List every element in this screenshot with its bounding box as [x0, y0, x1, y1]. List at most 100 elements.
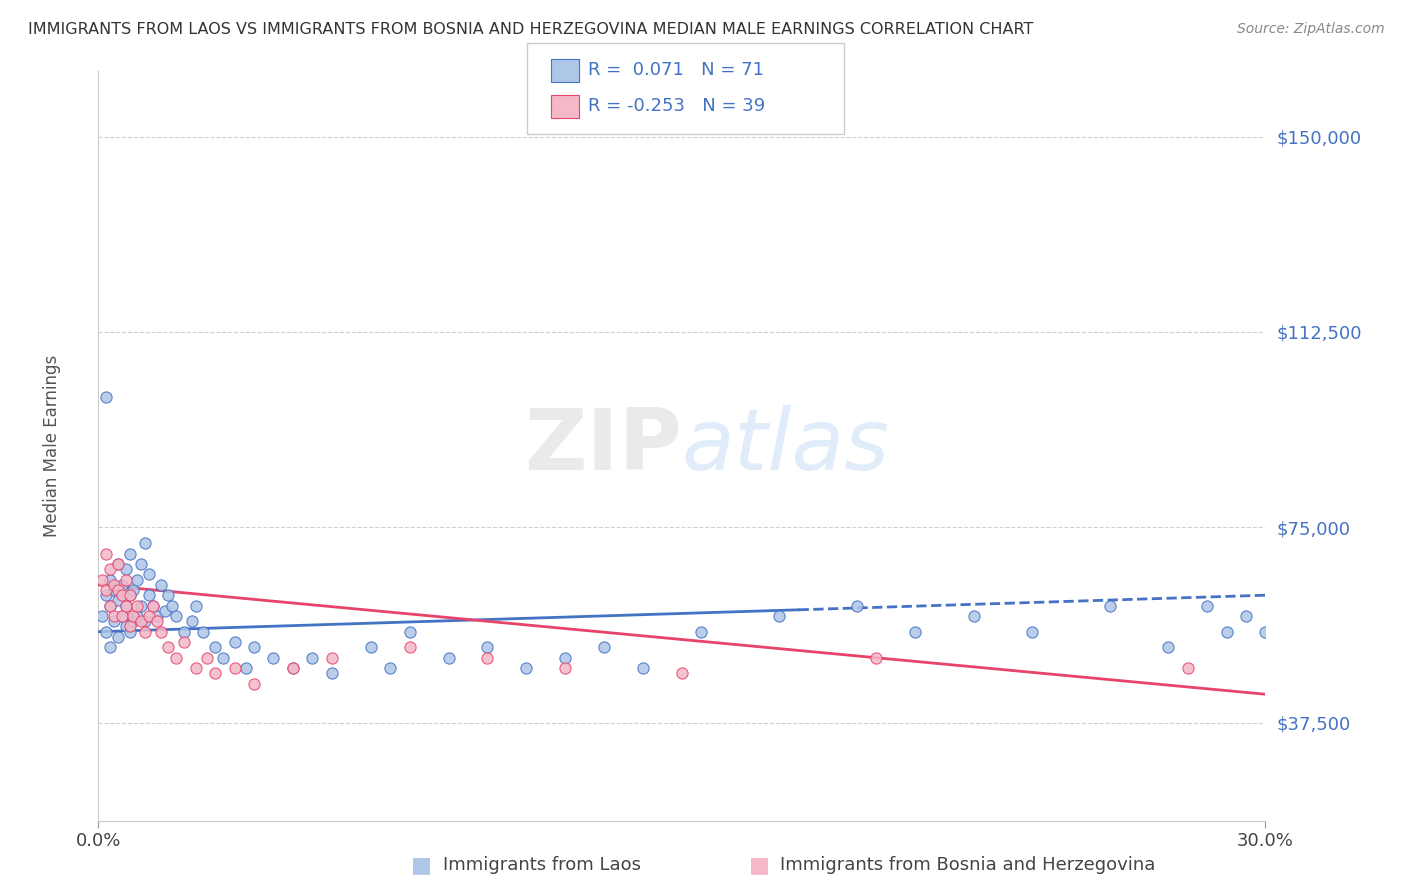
- Point: [281, 661, 304, 675]
- Point: [103, 578, 125, 592]
- Point: [671, 666, 693, 681]
- Point: [1157, 640, 1180, 655]
- Point: [118, 547, 141, 561]
- Point: [129, 557, 152, 571]
- Point: [184, 661, 207, 675]
- Point: [865, 650, 887, 665]
- Point: [129, 614, 152, 628]
- Point: [98, 573, 121, 587]
- Point: [111, 588, 134, 602]
- Point: [962, 609, 984, 624]
- Text: IMMIGRANTS FROM LAOS VS IMMIGRANTS FROM BOSNIA AND HERZEGOVINA MEDIAN MALE EARNI: IMMIGRANTS FROM LAOS VS IMMIGRANTS FROM …: [28, 22, 1033, 37]
- Point: [111, 609, 134, 624]
- Point: [184, 599, 207, 613]
- Text: Immigrants from Laos: Immigrants from Laos: [443, 856, 641, 874]
- Text: Source: ZipAtlas.com: Source: ZipAtlas.com: [1237, 22, 1385, 37]
- Point: [114, 599, 136, 613]
- Point: [127, 573, 149, 587]
- Point: [91, 573, 114, 587]
- Point: [146, 609, 169, 624]
- Point: [195, 650, 218, 665]
- Point: [122, 582, 145, 597]
- Point: [515, 661, 537, 675]
- Text: R = -0.253   N = 39: R = -0.253 N = 39: [588, 97, 765, 115]
- Point: [157, 640, 180, 655]
- Point: [134, 624, 156, 639]
- Point: [554, 650, 576, 665]
- Point: [146, 614, 169, 628]
- Point: [631, 661, 654, 675]
- Point: [398, 640, 420, 655]
- Point: [173, 624, 195, 639]
- Point: [96, 390, 118, 404]
- Point: [162, 599, 184, 613]
- Point: [111, 578, 134, 592]
- Point: [554, 661, 576, 675]
- Point: [165, 609, 187, 624]
- Point: [243, 677, 266, 691]
- Point: [477, 650, 499, 665]
- Point: [98, 599, 121, 613]
- Point: [91, 609, 114, 624]
- Point: [142, 599, 165, 613]
- Point: [111, 609, 134, 624]
- Point: [157, 588, 180, 602]
- Point: [165, 650, 187, 665]
- Point: [118, 619, 141, 633]
- Point: [114, 599, 136, 613]
- Point: [690, 624, 713, 639]
- Point: [180, 614, 202, 628]
- Point: [98, 640, 121, 655]
- Point: [107, 557, 129, 571]
- Point: [224, 635, 246, 649]
- Point: [1234, 609, 1257, 624]
- Point: [96, 588, 118, 602]
- Point: [149, 624, 172, 639]
- Point: [1177, 661, 1199, 675]
- Point: [103, 609, 125, 624]
- Text: Immigrants from Bosnia and Herzegovina: Immigrants from Bosnia and Herzegovina: [780, 856, 1156, 874]
- Point: [118, 624, 141, 639]
- Point: [138, 588, 160, 602]
- Point: [149, 578, 172, 592]
- Point: [846, 599, 869, 613]
- Point: [153, 604, 176, 618]
- Point: [321, 666, 343, 681]
- Text: R =  0.071   N = 71: R = 0.071 N = 71: [588, 62, 763, 79]
- Point: [380, 661, 402, 675]
- Point: [103, 582, 125, 597]
- Text: atlas: atlas: [682, 404, 890, 488]
- Point: [321, 650, 343, 665]
- Point: [262, 650, 284, 665]
- Point: [122, 614, 145, 628]
- Text: Median Male Earnings: Median Male Earnings: [42, 355, 60, 537]
- Point: [301, 650, 323, 665]
- Point: [904, 624, 927, 639]
- Point: [138, 609, 160, 624]
- Point: [107, 593, 129, 607]
- Point: [127, 609, 149, 624]
- Point: [114, 573, 136, 587]
- Point: [281, 661, 304, 675]
- Point: [96, 624, 118, 639]
- Point: [98, 562, 121, 576]
- Text: ■: ■: [412, 855, 432, 875]
- Point: [138, 567, 160, 582]
- Point: [212, 650, 235, 665]
- Point: [142, 599, 165, 613]
- Point: [107, 630, 129, 644]
- Point: [96, 582, 118, 597]
- Point: [360, 640, 382, 655]
- Point: [114, 619, 136, 633]
- Point: [204, 640, 226, 655]
- Point: [1254, 624, 1277, 639]
- Point: [96, 547, 118, 561]
- Point: [107, 557, 129, 571]
- Text: ZIP: ZIP: [524, 404, 682, 488]
- Point: [129, 599, 152, 613]
- Point: [134, 614, 156, 628]
- Point: [437, 650, 460, 665]
- Point: [593, 640, 616, 655]
- Point: [103, 614, 125, 628]
- Point: [243, 640, 266, 655]
